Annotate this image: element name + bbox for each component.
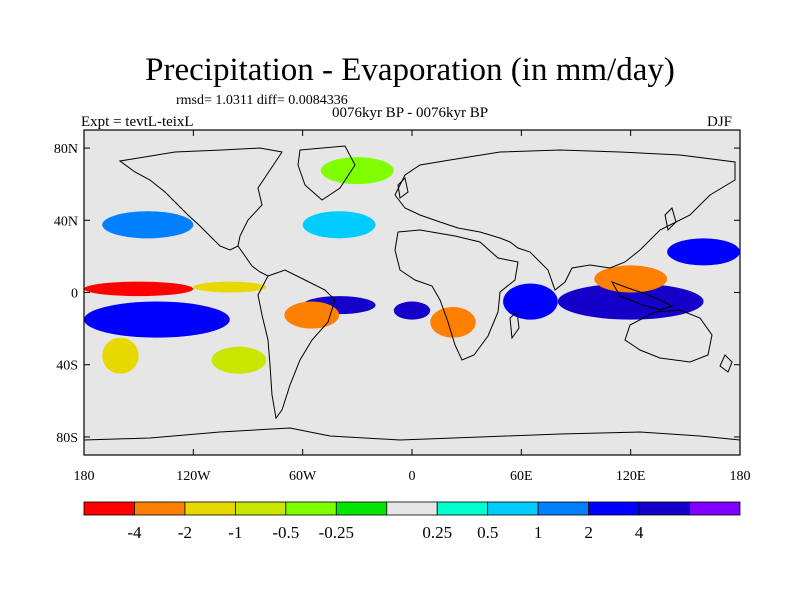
contour-fill-layer	[84, 157, 740, 374]
colorbar-swatch	[487, 501, 539, 516]
colorbar-label: -4	[127, 523, 142, 542]
contour-region	[302, 211, 376, 239]
coastline-africa	[394, 229, 519, 361]
coastline-antarctica	[84, 427, 740, 441]
colorbar-swatch	[588, 501, 640, 516]
colorbar-label: 0.5	[477, 523, 498, 542]
colorbar-swatch	[134, 501, 186, 516]
colorbar-swatch	[386, 501, 438, 516]
coastline-south-america	[257, 269, 336, 420]
season-label: DJF	[707, 114, 733, 130]
contour-region	[503, 283, 558, 320]
colorbar-swatch	[234, 501, 287, 516]
period-label: 0076kyr BP - 0076kyr BP	[331, 105, 489, 121]
colorbar-swatch	[638, 501, 690, 516]
coastline-new-zealand	[719, 354, 733, 373]
contour-region	[430, 306, 476, 338]
colorbar-swatch	[285, 501, 337, 516]
coastline-greenland	[297, 145, 356, 201]
colorbar-swatch	[335, 501, 388, 516]
coastline-central-america	[237, 245, 269, 277]
contour-region	[320, 157, 394, 185]
colorbar-label: 4	[635, 523, 644, 542]
colorbar-label: -0.5	[272, 523, 299, 542]
contour-region	[84, 281, 194, 297]
coastline-uk	[397, 176, 409, 199]
contour-region	[211, 346, 267, 374]
contour-region	[667, 238, 740, 266]
axis-ticks: 80N 40N 0 40S 80S 180 120W 60W 0 60E 120E 180	[54, 130, 751, 484]
coastline-indonesia	[610, 281, 674, 311]
lon-tick-label: 60W	[289, 469, 317, 484]
coastline-madagascar	[509, 311, 520, 340]
colorbar-swatch	[537, 501, 590, 516]
contour-region	[594, 265, 668, 293]
contour-region	[102, 337, 139, 374]
colorbar-swatch	[184, 501, 236, 516]
contour-region	[193, 281, 267, 293]
lat-tick-label: 80N	[54, 142, 78, 157]
contour-region	[102, 211, 194, 239]
lon-tick-label: 60E	[510, 469, 533, 484]
stats-text: rmsd= 1.0311 diff= 0.0084336	[176, 93, 348, 108]
colorbar-label: -0.25	[319, 523, 354, 542]
experiment-label: Expt = tevtL-teixL	[81, 114, 194, 130]
colorbar-swatch	[689, 501, 741, 516]
colorbar: -4 -2 -1 -0.5 -0.25 0.25 0.5 1 2 4	[83, 501, 741, 542]
coastline-australia	[624, 309, 713, 363]
lon-tick-label: 120W	[176, 469, 211, 484]
contour-region	[284, 301, 340, 329]
colorbar-label: -2	[178, 523, 192, 542]
lat-tick-label: 0	[71, 287, 78, 302]
lat-tick-label: 80S	[56, 431, 78, 446]
colorbar-label: -1	[228, 523, 242, 542]
lon-tick-label: 120E	[616, 469, 646, 484]
contour-region	[84, 301, 230, 338]
lat-tick-label: 40N	[54, 214, 78, 229]
contour-region	[393, 301, 431, 320]
lon-tick-label: 180	[730, 469, 751, 484]
coastline-layer	[84, 145, 740, 441]
coastline-eurasia	[394, 149, 736, 291]
coastline-japan	[664, 207, 677, 232]
lon-tick-label: 180	[74, 469, 95, 484]
colorbar-swatch	[83, 501, 135, 516]
colorbar-label: 2	[584, 523, 593, 542]
chart-title: Precipitation - Evaporation (in mm/day)	[145, 52, 675, 88]
colorbar-label: 0.25	[422, 523, 452, 542]
lat-tick-label: 40S	[56, 359, 78, 374]
colorbar-label: 1	[534, 523, 543, 542]
lon-tick-label: 0	[409, 469, 416, 484]
colorbar-swatch	[436, 501, 489, 516]
